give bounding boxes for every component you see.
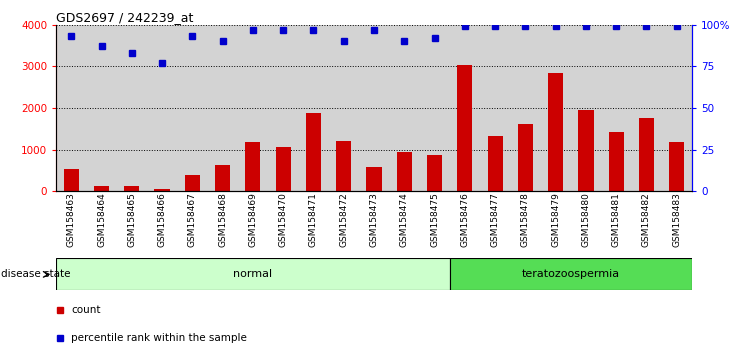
Bar [117, 25, 147, 191]
Text: GSM158475: GSM158475 [430, 193, 439, 247]
Bar [427, 155, 442, 191]
Text: GSM158467: GSM158467 [188, 193, 197, 247]
Bar [328, 25, 359, 191]
Bar [56, 258, 450, 290]
Bar [480, 25, 510, 191]
Text: percentile rank within the sample: percentile rank within the sample [71, 333, 247, 343]
Text: GSM158463: GSM158463 [67, 193, 76, 247]
Text: GSM158468: GSM158468 [218, 193, 227, 247]
Text: GSM158479: GSM158479 [551, 193, 560, 247]
Bar [609, 132, 624, 191]
Bar [298, 25, 328, 191]
Bar [639, 118, 654, 191]
Bar [185, 175, 200, 191]
Text: GSM158464: GSM158464 [97, 193, 106, 247]
Bar [518, 124, 533, 191]
Bar [450, 258, 692, 290]
Bar [64, 169, 79, 191]
Text: GSM158482: GSM158482 [642, 193, 651, 247]
Bar [396, 152, 412, 191]
Bar [571, 25, 601, 191]
Text: GSM158466: GSM158466 [158, 193, 167, 247]
Bar [245, 142, 260, 191]
Bar [548, 73, 563, 191]
Bar [578, 110, 593, 191]
Bar [86, 25, 117, 191]
Bar [601, 25, 631, 191]
Text: GSM158465: GSM158465 [127, 193, 136, 247]
Text: GSM158469: GSM158469 [248, 193, 257, 247]
Bar [124, 186, 139, 191]
Text: GSM158483: GSM158483 [672, 193, 681, 247]
Bar [147, 25, 177, 191]
Bar [275, 147, 291, 191]
Bar [669, 143, 684, 191]
Bar [450, 25, 480, 191]
Bar [336, 141, 352, 191]
Text: GSM158477: GSM158477 [491, 193, 500, 247]
Bar [367, 167, 381, 191]
Bar [662, 25, 692, 191]
Text: GSM158470: GSM158470 [279, 193, 288, 247]
Text: disease state: disease state [1, 269, 70, 279]
Bar [94, 186, 109, 191]
Text: GSM158480: GSM158480 [581, 193, 590, 247]
Text: normal: normal [233, 269, 272, 279]
Bar [238, 25, 268, 191]
Text: GSM158478: GSM158478 [521, 193, 530, 247]
Text: GSM158473: GSM158473 [370, 193, 378, 247]
Text: GDS2697 / 242239_at: GDS2697 / 242239_at [56, 11, 194, 24]
Bar [268, 25, 298, 191]
Bar [541, 25, 571, 191]
Text: GSM158474: GSM158474 [399, 193, 408, 247]
Text: GSM158472: GSM158472 [340, 193, 349, 247]
Bar [207, 25, 238, 191]
Bar [56, 25, 86, 191]
Bar [631, 25, 662, 191]
Bar [306, 113, 321, 191]
Text: GSM158471: GSM158471 [309, 193, 318, 247]
Bar [215, 165, 230, 191]
Bar [457, 65, 473, 191]
Text: GSM158481: GSM158481 [612, 193, 621, 247]
Bar [389, 25, 420, 191]
Bar [359, 25, 389, 191]
Bar [177, 25, 207, 191]
Bar [510, 25, 541, 191]
Text: teratozoospermia: teratozoospermia [522, 269, 620, 279]
Text: GSM158476: GSM158476 [460, 193, 469, 247]
Bar [155, 189, 170, 191]
Bar [488, 136, 503, 191]
Text: count: count [71, 305, 100, 315]
Bar [420, 25, 450, 191]
